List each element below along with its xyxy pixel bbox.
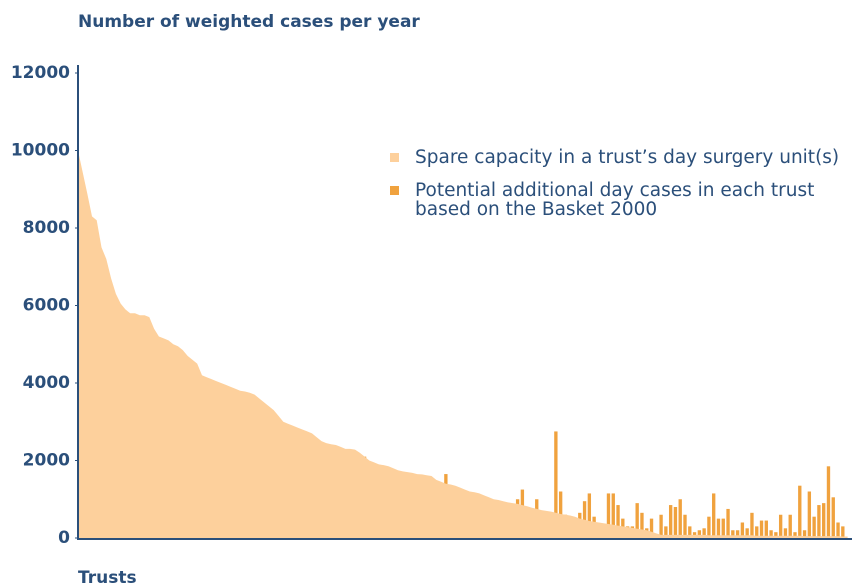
- bar: [688, 526, 692, 538]
- bar: [587, 493, 592, 538]
- bar: [783, 528, 788, 538]
- legend-label: Potential additional day cases in each t…: [415, 180, 815, 220]
- bar: [793, 532, 797, 538]
- bar: [817, 505, 821, 538]
- bar: [798, 485, 802, 538]
- bar: [668, 505, 673, 538]
- legend-label: Spare capacity in a trust’s day surgery …: [415, 147, 840, 168]
- bar: [778, 514, 783, 538]
- bar: [841, 526, 845, 538]
- bar: [554, 431, 558, 538]
- bar: [826, 466, 831, 538]
- bar: [735, 530, 740, 538]
- bar: [740, 522, 745, 538]
- bar: [802, 530, 807, 538]
- y-tick-label: 0: [58, 528, 70, 548]
- bar: [683, 514, 687, 538]
- bar: [606, 493, 611, 538]
- bar: [755, 526, 759, 538]
- bar: [616, 505, 620, 538]
- bar: [611, 493, 615, 538]
- x-axis-label: Trusts: [78, 568, 137, 588]
- legend-item: Potential additional day cases in each t…: [390, 181, 840, 219]
- y-tick-label: 12000: [11, 63, 70, 83]
- y-tick-label: 6000: [23, 296, 70, 316]
- bar: [731, 530, 735, 538]
- bar: [716, 518, 721, 538]
- bar: [635, 503, 639, 538]
- bar: [836, 522, 840, 538]
- bar: [812, 516, 816, 538]
- bar: [673, 507, 678, 538]
- bar: [831, 497, 835, 538]
- bar: [774, 532, 778, 538]
- bar: [707, 516, 711, 538]
- legend-item: Spare capacity in a trust’s day surgery …: [390, 148, 850, 167]
- bar: [697, 530, 702, 538]
- y-tick-label: 2000: [23, 451, 70, 471]
- chart-title: Number of weighted cases per year: [78, 12, 420, 32]
- bar: [678, 499, 682, 538]
- bar: [640, 512, 644, 538]
- bar: [745, 528, 749, 538]
- y-tick-label: 4000: [23, 373, 70, 393]
- bar: [664, 526, 668, 538]
- bar: [721, 518, 725, 538]
- bar: [726, 508, 730, 538]
- bar: [759, 520, 764, 538]
- bar: [582, 501, 587, 538]
- y-tick-label: 8000: [23, 218, 70, 238]
- bar: [769, 530, 773, 538]
- bar: [788, 514, 792, 538]
- legend-swatch: [390, 186, 399, 195]
- bar: [807, 491, 812, 538]
- y-tick-label: 10000: [11, 141, 70, 161]
- bar: [659, 514, 663, 538]
- legend-swatch: [390, 153, 399, 162]
- bar: [649, 518, 654, 538]
- bar: [764, 520, 768, 538]
- bar: [712, 493, 716, 538]
- bar: [750, 512, 754, 538]
- area: [78, 150, 848, 538]
- bar: [822, 503, 826, 538]
- bar: [702, 528, 706, 538]
